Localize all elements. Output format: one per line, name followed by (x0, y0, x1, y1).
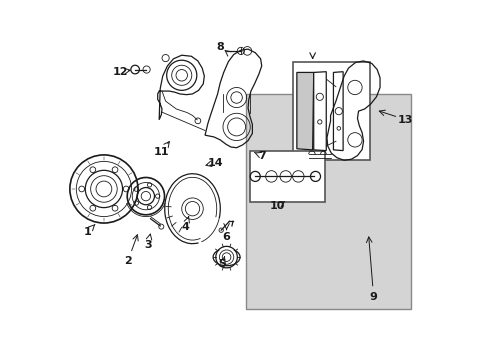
Text: 3: 3 (143, 240, 151, 250)
Bar (249, 151, 325, 202)
Text: 1: 1 (83, 227, 91, 237)
Text: 2: 2 (124, 256, 132, 266)
Text: 6: 6 (222, 232, 230, 242)
Text: 11: 11 (153, 147, 169, 157)
Text: 5: 5 (218, 259, 225, 269)
Text: 13: 13 (397, 115, 413, 125)
Polygon shape (296, 72, 313, 150)
Text: 4: 4 (181, 222, 189, 231)
Polygon shape (313, 72, 325, 150)
Text: 8: 8 (216, 42, 224, 51)
Text: 9: 9 (369, 292, 377, 302)
Bar (292, 62, 369, 160)
Bar (246, 94, 410, 309)
Text: 14: 14 (207, 158, 223, 168)
Text: 7: 7 (257, 150, 265, 161)
Text: 12: 12 (113, 67, 128, 77)
Text: 10: 10 (269, 201, 285, 211)
Polygon shape (333, 72, 343, 150)
